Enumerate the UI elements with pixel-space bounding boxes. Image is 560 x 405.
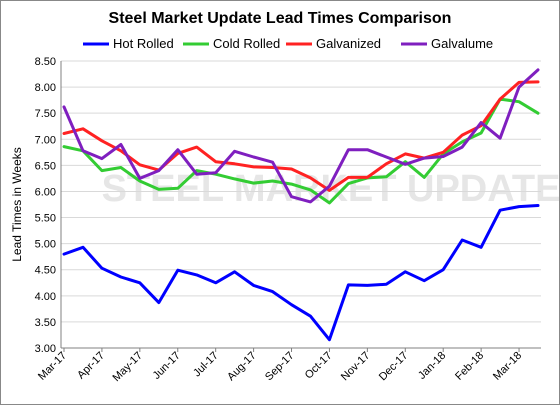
series-line-galvalume: [62, 68, 540, 204]
legend-label: Galvanized: [316, 36, 381, 51]
y-tick-label: 5.00: [35, 239, 56, 251]
y-tick-label: 7.50: [35, 108, 56, 120]
series-line-hot-rolled: [62, 204, 540, 342]
y-tick-label: 4.50: [35, 265, 56, 277]
y-axis-title: Lead Times in Weeks: [10, 147, 24, 262]
x-tick-label: Dec-17: [377, 350, 411, 384]
y-tick-label: 5.50: [35, 213, 56, 225]
y-tick-label: 3.50: [35, 317, 56, 329]
x-tick-label: May-17: [111, 350, 145, 384]
x-tick-label: Feb-18: [453, 350, 486, 383]
legend-label: Cold Rolled: [213, 36, 280, 51]
legend-label: Galvalume: [431, 36, 493, 51]
x-tick-label: Sep-17: [263, 350, 297, 384]
y-tick-label: 6.50: [35, 160, 56, 172]
y-tick-label: 4.00: [35, 291, 56, 303]
chart-title: Steel Market Update Lead Times Compariso…: [108, 10, 452, 27]
y-tick-label: 8.50: [35, 56, 56, 68]
series-line-galvanized: [62, 80, 540, 192]
y-tick-label: 8.00: [35, 82, 56, 94]
x-tick-label: Jan-18: [416, 350, 448, 382]
x-tick-label: Jul-17: [191, 350, 221, 380]
x-tick-label: Nov-17: [339, 350, 373, 384]
legend-label: Hot Rolled: [113, 36, 174, 51]
y-tick-label: 6.00: [35, 186, 56, 198]
x-tick-label: Mar-18: [491, 350, 524, 383]
x-tick-label: Oct-17: [303, 350, 335, 382]
x-tick-label: Jun-17: [151, 350, 183, 382]
y-tick-label: 7.00: [35, 134, 56, 146]
x-tick-label: Apr-17: [75, 350, 107, 382]
x-tick-label: Aug-17: [225, 350, 259, 384]
y-tick-label: 3.00: [35, 343, 56, 355]
series-line-cold-rolled: [62, 97, 540, 205]
